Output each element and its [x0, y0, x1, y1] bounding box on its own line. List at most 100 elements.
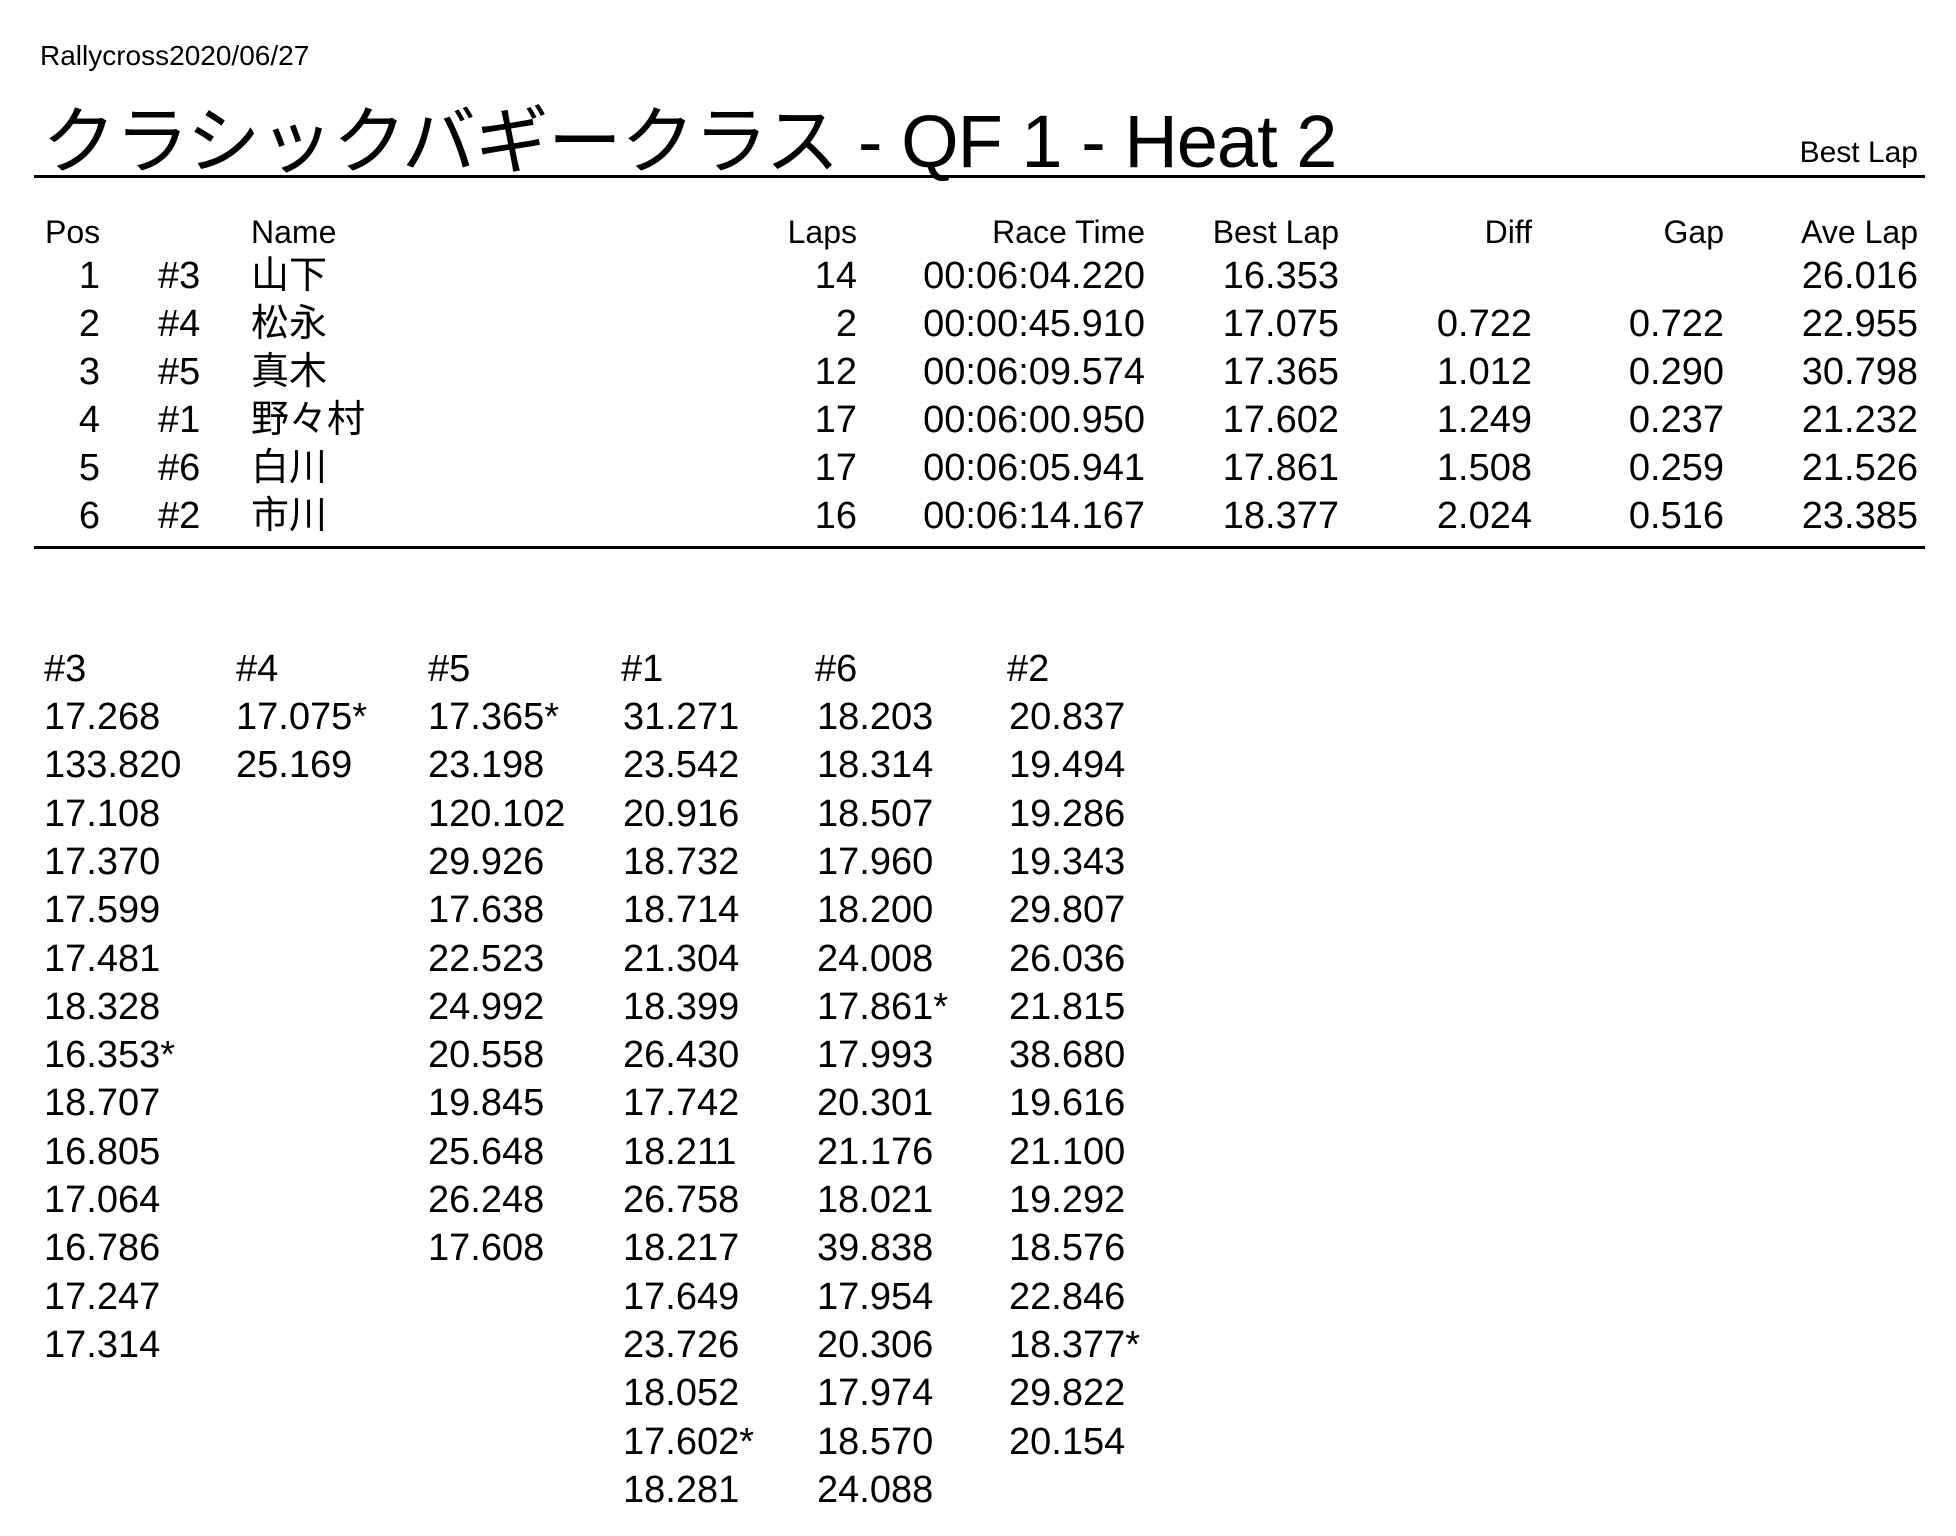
cell-laps: 16: [814, 495, 857, 537]
cell-diff: 1.012: [1436, 351, 1532, 393]
lap-time: 26.036: [1009, 937, 1126, 980]
lap-time: 17.638: [428, 889, 545, 932]
lap-time: 38.680: [1009, 1034, 1126, 1077]
cell-laps: 2: [835, 303, 857, 345]
lap-time: 20.306: [817, 1323, 934, 1366]
cell-ave-lap: 21.232: [1801, 399, 1918, 441]
cell-num: #4: [158, 303, 201, 345]
lap-time: 18.507: [817, 792, 934, 835]
lap-time: 17.064: [44, 1179, 161, 1221]
lap-time: 20.837: [1009, 696, 1126, 738]
lap-time: 18.021: [817, 1179, 934, 1221]
cell-gap: 0.237: [1628, 399, 1724, 441]
lap-time: 18.314: [817, 744, 934, 787]
cell-gap: 0.516: [1628, 495, 1724, 537]
lap-time: 17.649: [623, 1275, 740, 1318]
cell-num: #5: [158, 351, 201, 393]
lap-time: 17.481: [44, 937, 161, 980]
lap-time: 17.108: [44, 792, 161, 835]
cell-laps: 17: [814, 447, 857, 489]
lap-time: 18.211: [623, 1130, 737, 1173]
event-date: Rallycross2020/06/27: [40, 40, 310, 71]
cell-race-time: 00:06:14.167: [923, 495, 1145, 537]
column-header-best-lap: Best Lap: [1212, 214, 1339, 250]
lap-time: 19.343: [1009, 840, 1126, 883]
lap-time: 21.100: [1009, 1130, 1126, 1173]
cell-diff: 2.024: [1436, 495, 1532, 537]
lap-time: 25.648: [428, 1130, 545, 1173]
cell-diff: 1.508: [1436, 447, 1532, 489]
lap-time: 29.807: [1009, 889, 1126, 932]
lap-time: 21.176: [817, 1130, 934, 1173]
cell-name: 松永: [251, 303, 328, 345]
cell-num: #2: [158, 495, 201, 537]
column-header-name: Name: [251, 214, 337, 250]
lap-time: 17.608: [428, 1227, 545, 1270]
lap-time: 16.353*: [44, 1034, 176, 1077]
cell-pos: 2: [78, 303, 100, 345]
cell-best-lap: 17.861: [1222, 447, 1339, 489]
lap-time: 18.281: [623, 1468, 740, 1511]
cell-pos: 5: [78, 447, 100, 489]
cell-name: 白川: [251, 447, 328, 489]
lap-time: 120.102: [428, 792, 566, 835]
lap-time: 17.365*: [428, 696, 560, 738]
cell-laps: 17: [814, 399, 857, 441]
cell-name: 真木: [251, 351, 328, 393]
lap-time: 18.203: [817, 696, 934, 738]
cell-race-time: 00:06:00.950: [923, 399, 1145, 441]
lap-column-header: #5: [428, 648, 471, 690]
cell-name: 山下: [251, 255, 328, 297]
cell-num: #3: [158, 255, 201, 297]
lap-time: 22.523: [428, 937, 545, 980]
lap-time: 17.960: [817, 840, 934, 883]
cell-ave-lap: 21.526: [1801, 447, 1918, 489]
lap-time: 17.599: [44, 889, 161, 932]
cell-best-lap: 17.075: [1222, 303, 1339, 345]
lap-time: 19.845: [428, 1082, 545, 1125]
cell-name: 市川: [251, 495, 328, 537]
cell-pos: 4: [78, 399, 100, 441]
lap-time: 29.822: [1009, 1372, 1126, 1415]
header-divider: [34, 175, 1925, 178]
lap-time: 26.248: [428, 1179, 545, 1221]
lap-time: 18.570: [817, 1420, 934, 1463]
cell-gap: 0.259: [1628, 447, 1724, 489]
lap-time: 20.916: [623, 792, 740, 835]
cell-best-lap: 17.602: [1222, 399, 1339, 441]
cell-gap: 0.722: [1628, 303, 1724, 345]
lap-time: 18.707: [44, 1082, 161, 1125]
lap-time: 17.954: [817, 1275, 934, 1318]
lap-time: 24.088: [817, 1468, 934, 1511]
lap-time: 26.430: [623, 1034, 740, 1077]
lap-time: 20.558: [428, 1034, 545, 1077]
lap-time: 17.861*: [817, 985, 949, 1028]
lap-time: 17.075*: [236, 696, 368, 738]
cell-best-lap: 17.365: [1222, 351, 1339, 393]
cell-race-time: 00:06:05.941: [923, 447, 1145, 489]
lap-time: 18.399: [623, 985, 740, 1028]
cell-num: #1: [158, 399, 201, 441]
lap-time: 17.268: [44, 696, 161, 738]
cell-gap: 0.290: [1628, 351, 1724, 393]
cell-diff: 1.249: [1436, 399, 1532, 441]
lap-time: 22.846: [1009, 1275, 1126, 1318]
cell-name: 野々村: [251, 399, 366, 441]
lap-time: 18.052: [623, 1372, 740, 1415]
lap-time: 17.974: [817, 1372, 934, 1415]
lap-time: 16.786: [44, 1227, 161, 1270]
lap-time: 19.292: [1009, 1179, 1126, 1221]
cell-ave-lap: 22.955: [1801, 303, 1918, 345]
lap-time: 23.542: [623, 744, 740, 787]
lap-time: 18.714: [623, 889, 740, 932]
lap-time: 17.602*: [623, 1420, 755, 1463]
lap-time: 24.992: [428, 985, 545, 1028]
lap-time: 16.805: [44, 1130, 161, 1173]
lap-time: 18.217: [623, 1227, 740, 1270]
lap-time: 24.008: [817, 937, 934, 980]
lap-time: 18.377*: [1009, 1323, 1141, 1366]
cell-race-time: 00:06:09.574: [923, 351, 1145, 393]
cell-laps: 12: [814, 351, 857, 393]
lap-time: 25.169: [236, 744, 353, 787]
cell-laps: 14: [814, 255, 857, 297]
